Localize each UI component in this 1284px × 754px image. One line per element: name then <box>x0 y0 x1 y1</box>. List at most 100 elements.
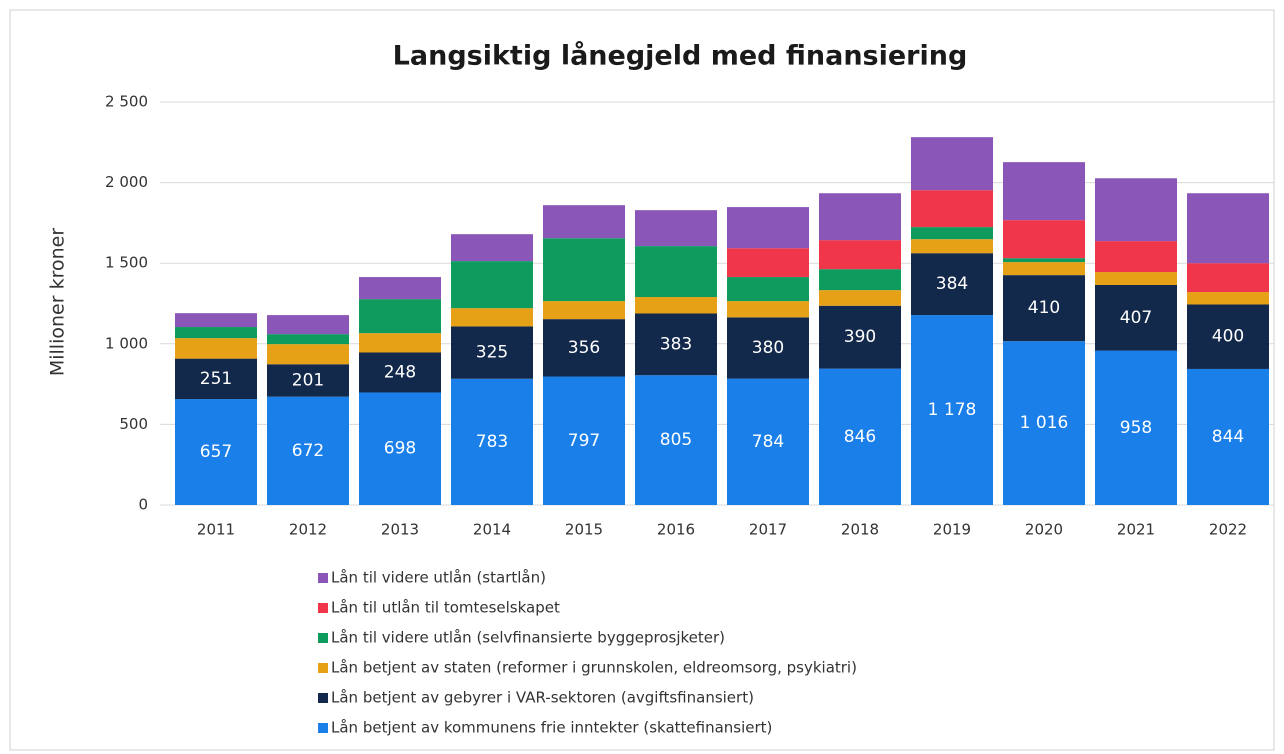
bar-segment <box>635 297 717 314</box>
bar-segment <box>1003 162 1085 221</box>
bar-segment <box>451 308 533 327</box>
value-label: 844 <box>1212 427 1244 447</box>
bar-segment <box>267 364 349 397</box>
x-tick-label: 2011 <box>197 521 235 539</box>
legend-swatch <box>318 633 328 643</box>
bar-segment <box>911 315 993 505</box>
value-label: 846 <box>844 427 876 447</box>
value-label: 805 <box>660 430 692 450</box>
bar-segment <box>359 352 441 393</box>
value-label: 407 <box>1120 308 1152 328</box>
value-label: 400 <box>1212 327 1244 347</box>
bar-segment <box>819 269 901 291</box>
value-label: 383 <box>660 334 692 354</box>
bar-segment <box>1003 341 1085 505</box>
legend-swatch <box>318 693 328 703</box>
bar-segment <box>911 253 993 316</box>
bar-segment <box>1003 220 1085 259</box>
legend-label: Lån betjent av kommunens frie inntekter … <box>331 719 772 737</box>
bar-segment <box>727 207 809 249</box>
legend-swatch <box>318 663 328 673</box>
bar-segment <box>819 368 901 505</box>
bar-segment <box>359 277 441 300</box>
bar-segment <box>1187 193 1269 264</box>
bar-segment <box>1003 275 1085 342</box>
x-tick-label: 2020 <box>1025 521 1063 539</box>
value-label: 797 <box>568 431 600 451</box>
y-axis-label: Millioner kroner <box>47 228 69 376</box>
bar-segment <box>359 333 441 353</box>
bar-segment <box>451 378 533 505</box>
bar-segment <box>819 305 901 369</box>
x-tick-label: 2013 <box>381 521 419 539</box>
bar-segment <box>635 313 717 376</box>
bar-segment <box>1003 262 1085 276</box>
bar-segment <box>1095 350 1177 505</box>
bar-segment <box>727 277 809 302</box>
bar-segment <box>543 301 625 320</box>
value-label: 672 <box>292 441 324 461</box>
bar-segment <box>451 261 533 309</box>
y-tick-label: 1 500 <box>105 254 148 272</box>
value-label: 1 016 <box>1020 413 1069 433</box>
legend-label: Lån betjent av staten (reformer i grunns… <box>331 659 857 677</box>
x-tick-label: 2015 <box>565 521 603 539</box>
bar-segment <box>911 227 993 240</box>
legend-label: Lån betjent av gebyrer i VAR-sektoren (a… <box>331 689 754 707</box>
value-label: 958 <box>1120 418 1152 438</box>
legend-label: Lån til utlån til tomteselskapet <box>331 599 560 617</box>
bar-segment <box>175 399 257 505</box>
bar-segment <box>543 319 625 377</box>
y-tick-label: 2 000 <box>105 173 148 191</box>
x-tick-label: 2022 <box>1209 521 1247 539</box>
bar-segment <box>1187 292 1269 305</box>
bar-segment <box>1187 304 1269 369</box>
bar-segment <box>727 317 809 379</box>
bar-segment <box>267 334 349 345</box>
legend-label: Lån til videre utlån (selvfinansierte by… <box>331 629 725 647</box>
bar-segment <box>819 240 901 270</box>
value-label: 390 <box>844 327 876 347</box>
value-label: 201 <box>292 370 324 390</box>
bar-segment <box>727 248 809 278</box>
bar-segment <box>1095 178 1177 242</box>
bar-segment <box>451 326 533 379</box>
bar-segment <box>1095 272 1177 285</box>
value-label: 1 178 <box>928 400 977 420</box>
bar-segment <box>359 299 441 334</box>
bar-segment <box>543 238 625 302</box>
value-label: 248 <box>384 362 416 382</box>
bar-segment <box>175 358 257 400</box>
x-tick-label: 2021 <box>1117 521 1155 539</box>
value-label: 384 <box>936 274 968 294</box>
bar-segment <box>727 301 809 318</box>
bar-segment <box>911 239 993 254</box>
bar-segment <box>175 327 257 339</box>
legend-swatch <box>318 603 328 613</box>
value-label: 380 <box>752 338 784 358</box>
bar-segment <box>267 344 349 365</box>
legend-swatch <box>318 723 328 733</box>
bar-segment <box>1095 284 1177 351</box>
bar-segment <box>451 234 533 262</box>
value-label: 325 <box>476 343 508 363</box>
value-label: 251 <box>200 369 232 389</box>
bar-segment <box>1003 258 1085 263</box>
bar-segment <box>267 315 349 335</box>
bar-segment <box>635 210 717 247</box>
bar-segment <box>359 392 441 505</box>
value-label: 783 <box>476 432 508 452</box>
y-tick-label: 1 000 <box>105 334 148 352</box>
bar-segment <box>1095 241 1177 273</box>
bar-segment <box>543 376 625 505</box>
bar-segment <box>543 205 625 239</box>
x-tick-label: 2017 <box>749 521 787 539</box>
value-label: 356 <box>568 338 600 358</box>
bar-segment <box>175 313 257 328</box>
value-label: 410 <box>1028 298 1060 318</box>
bar-segment <box>727 378 809 505</box>
x-tick-label: 2018 <box>841 521 879 539</box>
bar-segment <box>819 290 901 306</box>
x-tick-label: 2016 <box>657 521 695 539</box>
